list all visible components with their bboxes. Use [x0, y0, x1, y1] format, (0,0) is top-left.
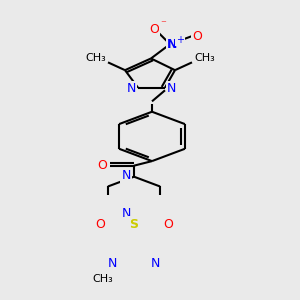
Text: N: N	[167, 38, 177, 51]
Text: O: O	[149, 23, 159, 36]
Text: S: S	[130, 218, 139, 231]
Text: +: +	[176, 34, 184, 45]
Text: N: N	[122, 169, 131, 182]
Text: ⁻: ⁻	[160, 19, 166, 29]
Text: N: N	[151, 256, 160, 270]
Text: N: N	[167, 82, 176, 95]
Text: N: N	[122, 207, 131, 220]
Text: O: O	[95, 218, 105, 231]
Text: CH₃: CH₃	[194, 53, 215, 64]
Text: CH₃: CH₃	[93, 274, 113, 284]
Text: O: O	[97, 159, 107, 172]
Text: O: O	[192, 30, 202, 43]
Text: N: N	[108, 256, 117, 270]
Text: N: N	[127, 82, 136, 95]
Text: O: O	[163, 218, 173, 231]
Text: CH₃: CH₃	[85, 53, 106, 64]
